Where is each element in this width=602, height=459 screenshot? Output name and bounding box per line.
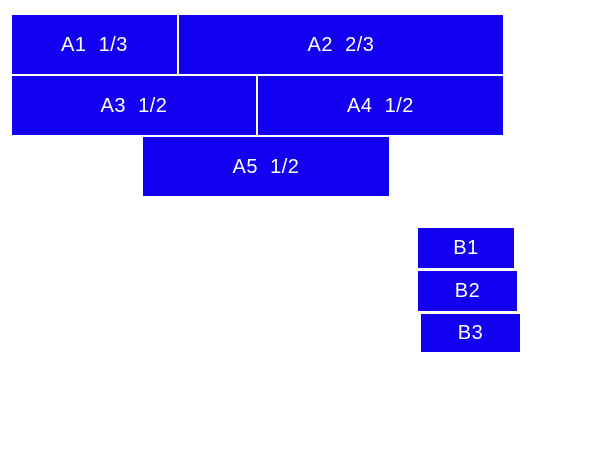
block-b3[interactable]: B3 [421,314,520,352]
block-b2[interactable]: B2 [418,271,517,311]
block-b1[interactable]: B1 [418,228,514,268]
block-a5[interactable]: A5 1/2 [143,137,389,196]
block-a3[interactable]: A3 1/2 [12,76,256,135]
block-a4[interactable]: A4 1/2 [258,76,503,135]
block-a2[interactable]: A2 2/3 [179,15,503,74]
block-a1[interactable]: A1 1/3 [12,15,177,74]
